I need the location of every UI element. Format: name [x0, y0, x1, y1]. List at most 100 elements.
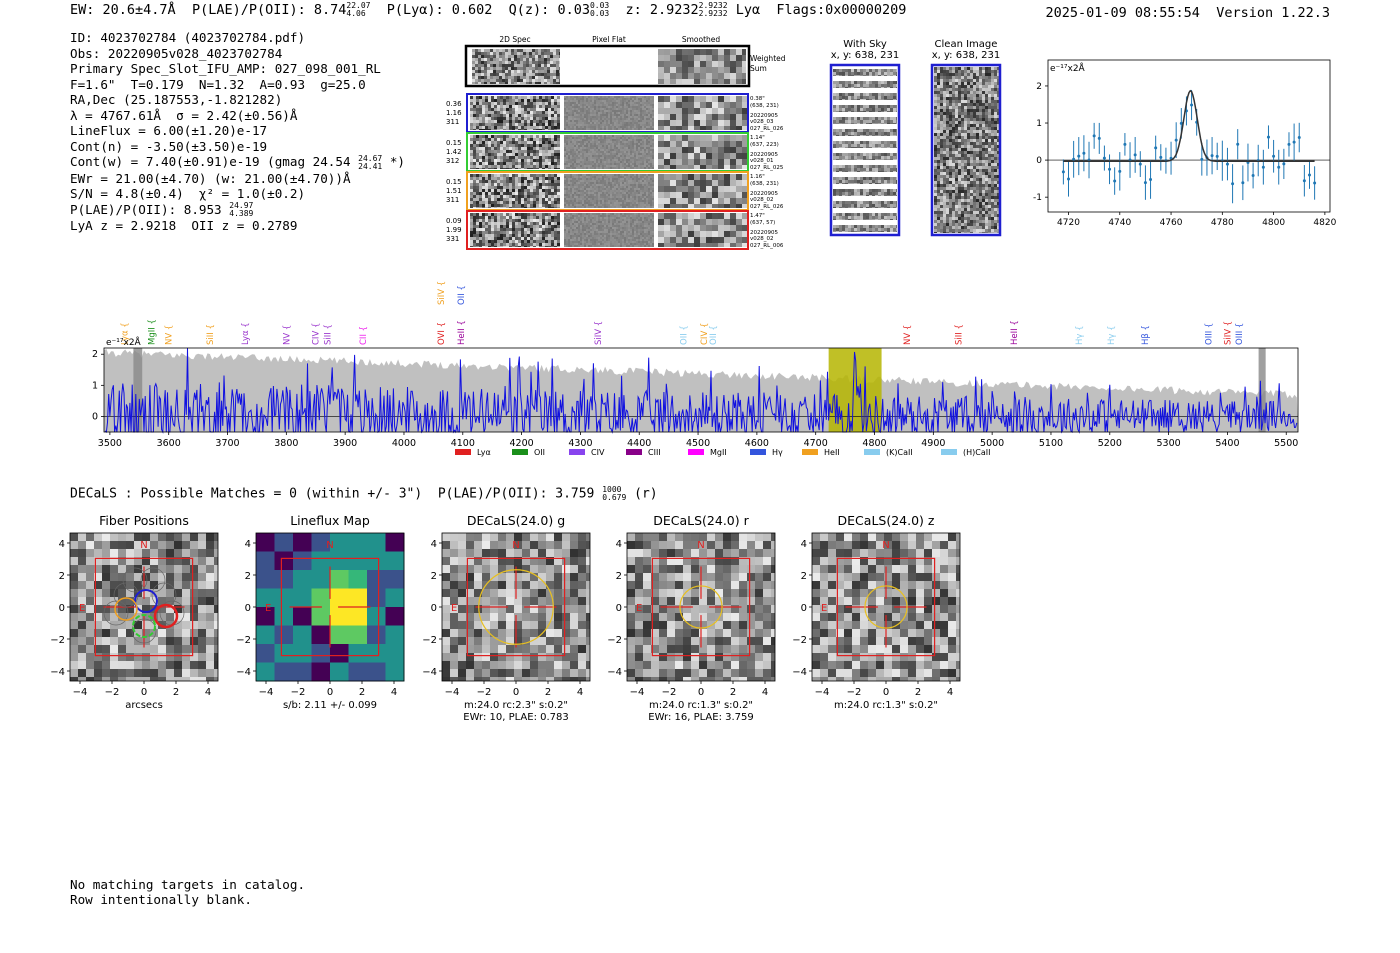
- noise-pixel: [494, 159, 497, 162]
- noise-pixel: [600, 124, 602, 126]
- noise-pixel: [638, 147, 640, 149]
- noise-pixel: [622, 143, 624, 145]
- noise-pixel: [596, 118, 598, 120]
- noise-pixel: [650, 204, 652, 206]
- noise-pixel: [614, 96, 616, 98]
- noise-pixel: [652, 124, 654, 126]
- noise-pixel: [628, 231, 630, 233]
- noise-pixel: [473, 108, 476, 111]
- noise-pixel: [586, 147, 588, 149]
- noise-pixel: [598, 153, 600, 155]
- noise-pixel: [553, 49, 556, 52]
- noise-pixel: [554, 243, 557, 246]
- noise-pixel: [652, 184, 654, 186]
- noise-pixel: [622, 159, 624, 161]
- noise-pixel: [628, 196, 630, 198]
- noise-pixel: [479, 126, 482, 129]
- noise-pixel: [574, 227, 576, 229]
- noise-pixel: [491, 207, 494, 208]
- noise-pixel: [640, 225, 642, 227]
- noise-pixel: [497, 144, 500, 147]
- noise-pixel: [512, 216, 515, 219]
- noise-pixel: [548, 168, 551, 169]
- noise-pixel: [582, 124, 584, 126]
- noise-pixel: [470, 141, 473, 144]
- noise-pixel: [535, 61, 538, 64]
- noise-pixel: [638, 128, 640, 130]
- noise-pixel: [494, 126, 497, 129]
- noise-pixel: [491, 216, 494, 219]
- noise-pixel: [503, 207, 506, 208]
- noise-pixel: [494, 192, 497, 195]
- noise-pixel: [524, 246, 527, 247]
- noise-pixel: [588, 196, 590, 198]
- noise-pixel: [608, 233, 610, 235]
- noise-pixel: [576, 157, 578, 159]
- noise-pixel: [580, 106, 582, 108]
- noise-pixel: [632, 141, 634, 143]
- noise-pixel: [576, 178, 578, 180]
- noise-pixel: [503, 138, 506, 141]
- noise-pixel: [736, 165, 742, 169]
- noise-pixel: [624, 233, 626, 235]
- noise-pixel: [614, 223, 616, 225]
- noise-pixel: [700, 108, 706, 114]
- noise-pixel: [521, 105, 524, 108]
- noise-pixel: [614, 176, 616, 178]
- noise-pixel: [500, 186, 503, 189]
- noise-pixel: [584, 194, 586, 196]
- noise-pixel: [634, 196, 636, 198]
- noise-pixel: [524, 183, 527, 186]
- noise-pixel: [482, 123, 485, 126]
- noise-pixel: [535, 49, 538, 52]
- noise-pixel: [542, 108, 545, 111]
- noise-pixel: [658, 67, 664, 73]
- noise-pixel: [470, 102, 473, 105]
- noise-pixel: [500, 102, 503, 105]
- noise-pixel: [620, 145, 622, 147]
- noise-pixel: [586, 96, 588, 98]
- noise-pixel: [500, 168, 503, 169]
- noise-pixel: [642, 161, 644, 163]
- noise-pixel: [602, 221, 604, 223]
- noise-pixel: [606, 153, 608, 155]
- noise-pixel: [730, 114, 736, 120]
- noise-pixel: [564, 108, 566, 110]
- noise-pixel: [536, 96, 539, 99]
- noise-pixel: [652, 190, 654, 192]
- noise-pixel: [505, 82, 508, 84]
- plya-value: P(Lyα): 0.602: [386, 2, 493, 18]
- noise-pixel: [582, 108, 584, 110]
- noise-pixel: [652, 192, 654, 194]
- version: Version 1.22.3: [1216, 5, 1330, 21]
- noise-pixel: [576, 155, 578, 157]
- noise-pixel: [545, 111, 548, 114]
- noise-pixel: [544, 79, 547, 82]
- noise-pixel: [624, 155, 626, 157]
- noise-pixel: [724, 198, 730, 204]
- noise-pixel: [638, 124, 640, 126]
- noise-pixel: [530, 207, 533, 208]
- noise-pixel: [554, 141, 557, 144]
- noise-pixel: [518, 195, 521, 198]
- noise-pixel: [626, 204, 628, 206]
- noise-pixel: [533, 192, 536, 195]
- noise-pixel: [515, 102, 518, 105]
- noise-pixel: [557, 243, 560, 246]
- noise-pixel: [712, 73, 718, 79]
- noise-pixel: [582, 153, 584, 155]
- noise-pixel: [500, 192, 503, 195]
- noise-pixel: [530, 186, 533, 189]
- noise-pixel: [590, 153, 592, 155]
- noise-pixel: [588, 213, 590, 215]
- noise-pixel: [493, 61, 496, 64]
- noise-pixel: [644, 180, 646, 182]
- noise-pixel: [626, 124, 628, 126]
- noise-pixel: [592, 184, 594, 186]
- noise-pixel: [570, 231, 572, 233]
- noise-pixel: [572, 147, 574, 149]
- noise-pixel: [652, 137, 654, 139]
- noise-pixel: [485, 138, 488, 141]
- noise-pixel: [712, 159, 718, 165]
- noise-pixel: [476, 147, 479, 150]
